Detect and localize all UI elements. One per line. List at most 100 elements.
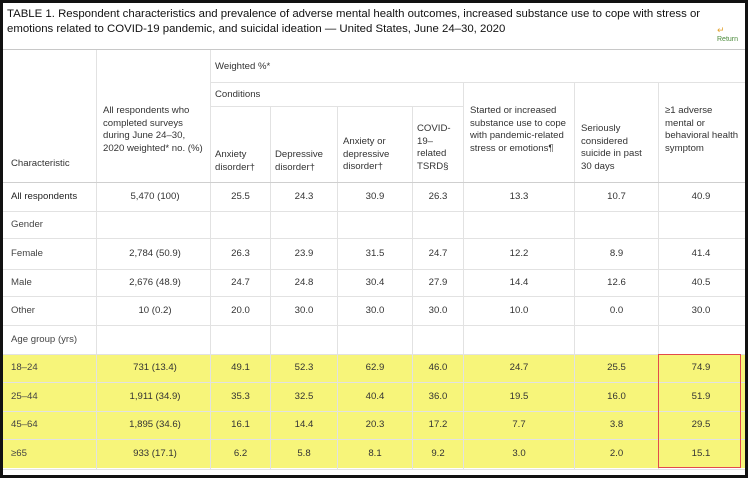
cell-depressive: 24.3 bbox=[294, 191, 314, 202]
cell-depressive: 23.9 bbox=[294, 248, 314, 259]
grid-vline bbox=[658, 82, 659, 470]
cell-substance-use: 3.0 bbox=[512, 448, 526, 459]
cell-tsrd: 17.2 bbox=[428, 419, 448, 430]
cell-substance-use: 13.3 bbox=[509, 191, 529, 202]
grid-vline bbox=[463, 82, 464, 470]
cell-adverse-symptom: 74.9 bbox=[691, 362, 711, 373]
cell-anxiety-or-depressive: 30.0 bbox=[365, 305, 385, 316]
header-characteristic: Characteristic bbox=[11, 158, 70, 169]
cell-tsrd: 24.7 bbox=[428, 248, 448, 259]
grid-vline bbox=[574, 82, 575, 470]
cell-suicide: 16.0 bbox=[607, 391, 626, 402]
grid-hline bbox=[3, 382, 745, 383]
grid-hline bbox=[3, 469, 745, 470]
section-age-group: Age group (yrs) bbox=[11, 334, 78, 345]
cell-adverse-symptom: 15.1 bbox=[691, 448, 711, 459]
row-label: 18–24 bbox=[11, 362, 38, 373]
cell-anxiety: 49.1 bbox=[231, 362, 250, 373]
return-arrow-icon: ↵ bbox=[717, 25, 725, 35]
cell-tsrd: 30.0 bbox=[428, 305, 448, 316]
grid-hline bbox=[3, 439, 745, 440]
section-gender: Gender bbox=[11, 219, 43, 230]
row-label: Male bbox=[11, 277, 32, 288]
row-label: Female bbox=[11, 248, 43, 259]
cell-anxiety-or-depressive: 62.9 bbox=[365, 362, 385, 373]
cell-depressive: 5.8 bbox=[297, 448, 311, 459]
cell-substance-use: 12.2 bbox=[509, 248, 529, 259]
cell-substance-use: 7.7 bbox=[512, 419, 526, 430]
cell-depressive: 32.5 bbox=[294, 391, 314, 402]
header-conditions: Conditions bbox=[215, 89, 261, 100]
cell-anxiety-or-depressive: 40.4 bbox=[365, 391, 385, 402]
cell-anxiety-or-depressive: 31.5 bbox=[365, 248, 385, 259]
cell-anxiety: 26.3 bbox=[231, 248, 250, 259]
cell-suicide: 2.0 bbox=[609, 448, 624, 459]
return-link[interactable]: ↵ Return bbox=[717, 25, 745, 43]
cell-substance-use: 14.4 bbox=[509, 277, 529, 288]
header-depressive: Depressive disorder† bbox=[275, 149, 323, 173]
cell-suicide: 3.8 bbox=[609, 419, 624, 430]
cell-suicide: 25.5 bbox=[607, 362, 626, 373]
grid-hline bbox=[3, 269, 745, 270]
cell-suicide: 8.9 bbox=[609, 248, 624, 259]
row-label: All respondents bbox=[11, 191, 78, 202]
grid-hline bbox=[3, 354, 745, 355]
row-label: 25–44 bbox=[11, 391, 38, 402]
header-weighted: Weighted %* bbox=[215, 61, 271, 72]
cell-depressive: 30.0 bbox=[294, 305, 314, 316]
cell-tsrd: 9.2 bbox=[431, 448, 445, 459]
cell-all-respondents: 10 (0.2) bbox=[138, 305, 172, 316]
header-anxiety: Anxiety disorder† bbox=[215, 149, 255, 173]
return-link-label: Return bbox=[717, 36, 739, 43]
table-title: TABLE 1. Respondent characteristics and … bbox=[7, 8, 701, 35]
cell-anxiety: 35.3 bbox=[231, 391, 250, 402]
cell-anxiety: 25.5 bbox=[231, 191, 250, 202]
cell-suicide: 10.7 bbox=[607, 191, 626, 202]
cell-anxiety-or-depressive: 20.3 bbox=[365, 419, 385, 430]
cell-anxiety-or-depressive: 8.1 bbox=[368, 448, 382, 459]
header-all-respondents: All respondents who completed surveys du… bbox=[103, 105, 203, 154]
grid-hline bbox=[210, 82, 745, 83]
cell-anxiety-or-depressive: 30.4 bbox=[365, 277, 385, 288]
header-tsrd: COVID-19–related TSRD§ bbox=[417, 123, 451, 172]
header-anxiety-or-depressive: Anxiety or depressive disorder† bbox=[343, 136, 390, 172]
grid-vline bbox=[270, 106, 271, 470]
grid-hline bbox=[3, 211, 745, 212]
cell-tsrd: 36.0 bbox=[428, 391, 448, 402]
cell-anxiety: 20.0 bbox=[231, 305, 250, 316]
cell-anxiety: 24.7 bbox=[231, 277, 250, 288]
grid-vline bbox=[412, 106, 413, 470]
header-suicide: Seriously considered suicide in past 30 … bbox=[581, 123, 642, 172]
cell-anxiety: 6.2 bbox=[233, 448, 248, 459]
cell-substance-use: 24.7 bbox=[509, 362, 529, 373]
row-label: ≥65 bbox=[11, 448, 27, 459]
cell-depressive: 52.3 bbox=[294, 362, 314, 373]
row-label: Other bbox=[11, 305, 35, 316]
highlight-box bbox=[658, 354, 741, 468]
cell-suicide: 12.6 bbox=[607, 277, 626, 288]
cell-adverse-symptom: 41.4 bbox=[691, 248, 711, 259]
row-label: 45–64 bbox=[11, 419, 38, 430]
cell-tsrd: 27.9 bbox=[428, 277, 448, 288]
grid-vline bbox=[96, 50, 97, 470]
cell-depressive: 14.4 bbox=[294, 419, 314, 430]
grid-hline bbox=[3, 325, 745, 326]
cell-all-respondents: 1,895 (34.6) bbox=[129, 419, 181, 430]
grid-vline bbox=[210, 50, 211, 470]
cell-adverse-symptom: 30.0 bbox=[691, 305, 711, 316]
header-adverse-symptom: ≥1 adverse mental or behavioral health s… bbox=[665, 105, 739, 154]
grid-hline bbox=[3, 238, 745, 239]
grid-hline bbox=[210, 106, 463, 107]
cell-all-respondents: 5,470 (100) bbox=[130, 191, 180, 202]
grid-hline bbox=[3, 182, 745, 183]
cell-all-respondents: 2,784 (50.9) bbox=[129, 248, 181, 259]
cell-adverse-symptom: 51.9 bbox=[691, 391, 711, 402]
table-top-border bbox=[3, 49, 745, 50]
cell-substance-use: 19.5 bbox=[509, 391, 529, 402]
cell-anxiety-or-depressive: 30.9 bbox=[365, 191, 385, 202]
grid-hline bbox=[3, 296, 745, 297]
cell-anxiety: 16.1 bbox=[231, 419, 250, 430]
header-substance-use: Started or increased substance use to co… bbox=[470, 105, 567, 154]
cell-tsrd: 46.0 bbox=[428, 362, 448, 373]
